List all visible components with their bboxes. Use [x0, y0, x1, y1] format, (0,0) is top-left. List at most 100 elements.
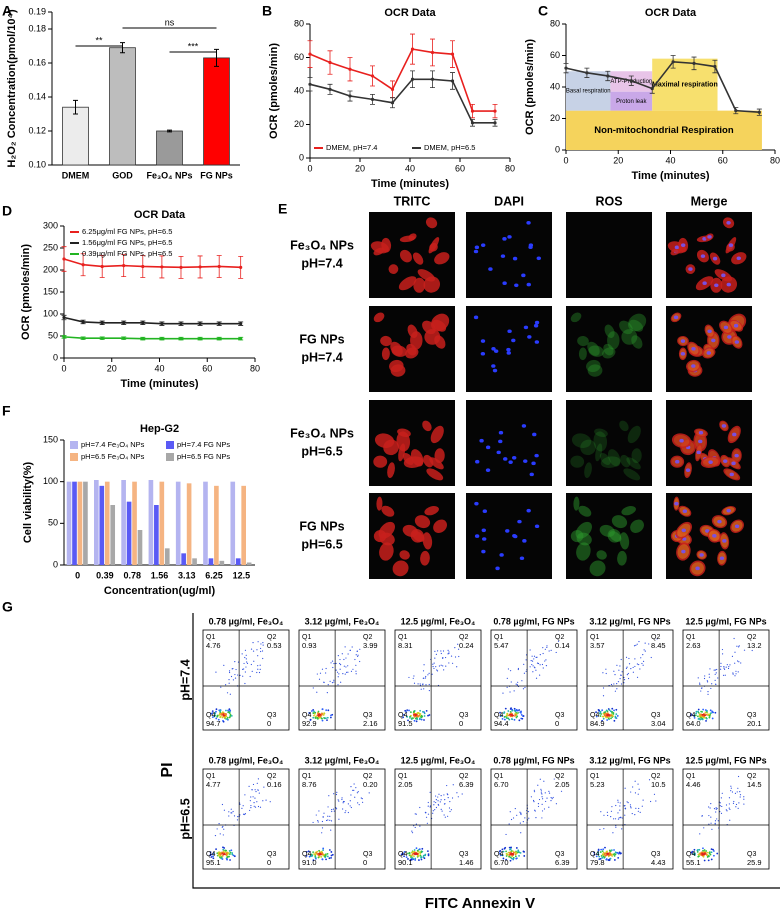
event [725, 804, 728, 806]
event [256, 649, 258, 651]
event [728, 666, 730, 668]
event [539, 778, 541, 780]
event [634, 780, 636, 782]
event [504, 715, 506, 718]
event [517, 849, 520, 852]
event [522, 820, 524, 823]
nucleus [682, 509, 688, 514]
nucleus [480, 339, 486, 343]
event [699, 683, 701, 686]
event [613, 855, 616, 857]
event [610, 816, 612, 818]
cell [578, 347, 587, 361]
event [438, 665, 441, 667]
plot-title: 0.78 µg/ml, Fe₃O₄ [209, 755, 284, 765]
point [122, 321, 126, 325]
event [605, 854, 608, 857]
event [239, 674, 241, 676]
event [210, 856, 213, 858]
cell [388, 264, 399, 274]
event [508, 718, 511, 721]
cell [399, 550, 410, 560]
event [433, 662, 435, 664]
y-tick-label: 0.18 [28, 23, 46, 33]
event [319, 715, 322, 718]
event [434, 657, 436, 659]
event [249, 809, 251, 812]
event [325, 819, 328, 822]
event [708, 716, 711, 719]
event [602, 854, 605, 856]
event [450, 655, 453, 657]
legend-label: 1.56μg/ml FG NPs, pH=6.5 [82, 238, 172, 247]
y-tick-label: 300 [43, 220, 58, 230]
event [251, 670, 253, 672]
event [524, 817, 526, 819]
nucleus [721, 424, 727, 428]
event [637, 793, 639, 795]
event [228, 850, 231, 852]
x-tick-label: 80 [770, 155, 780, 165]
nucleus [726, 508, 731, 513]
event [226, 858, 228, 860]
event [211, 716, 214, 718]
event [318, 678, 321, 680]
event [735, 670, 737, 672]
event [513, 707, 516, 710]
event [626, 666, 628, 668]
event [307, 850, 310, 853]
nucleus [531, 461, 536, 466]
event [214, 834, 217, 837]
event [420, 716, 422, 718]
event [330, 829, 332, 831]
nucleus [526, 282, 531, 287]
event [719, 805, 721, 807]
event [253, 805, 255, 807]
event [723, 665, 725, 668]
event [542, 652, 544, 655]
point [62, 335, 66, 339]
event [211, 710, 214, 713]
event [732, 802, 735, 804]
cell [381, 347, 390, 361]
event [346, 671, 348, 673]
event [408, 676, 410, 679]
event [340, 681, 342, 683]
y-tick-label: 200 [43, 264, 58, 274]
event [512, 817, 515, 819]
event [714, 820, 717, 822]
bar [110, 505, 116, 565]
quadrant-label: Q1 [206, 634, 215, 641]
event [735, 673, 737, 675]
event [555, 651, 557, 654]
event [222, 714, 225, 717]
y-tick-label: 0.12 [28, 125, 46, 135]
event [505, 858, 508, 861]
quadrant-value: 2.63 [686, 641, 701, 650]
event [318, 849, 320, 852]
nucleus [533, 323, 539, 328]
nucleus [674, 245, 680, 250]
event [509, 859, 512, 862]
cell [430, 425, 444, 444]
event [699, 682, 701, 684]
region-label: Maximal respiration [652, 81, 718, 88]
bar [241, 485, 246, 565]
cell [603, 343, 614, 356]
event [509, 691, 511, 693]
event [608, 709, 611, 712]
micrograph [466, 493, 552, 579]
event [514, 855, 517, 858]
event [725, 809, 727, 811]
event [433, 667, 435, 670]
cell [570, 530, 584, 543]
quadrant-label: Q4 [686, 851, 695, 858]
event [699, 833, 701, 835]
event [724, 674, 726, 676]
event [444, 816, 446, 818]
quadrant-value: 0 [555, 719, 559, 728]
event [699, 718, 702, 721]
event [720, 797, 722, 799]
event [650, 656, 652, 659]
